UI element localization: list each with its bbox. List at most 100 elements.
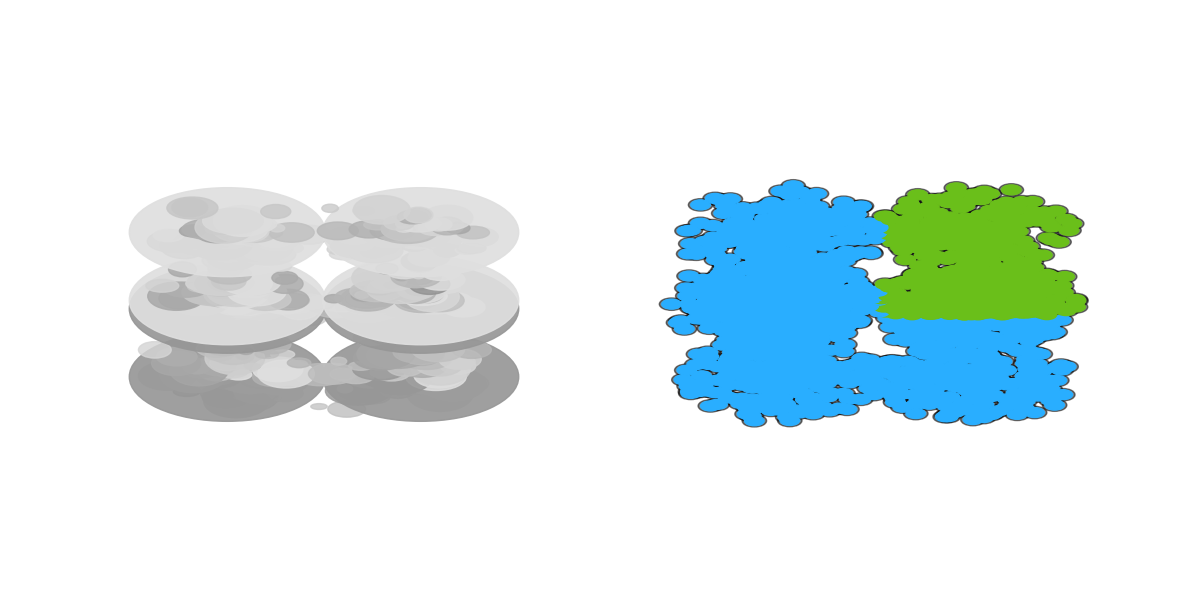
Circle shape xyxy=(962,281,988,294)
Circle shape xyxy=(773,320,793,330)
Circle shape xyxy=(1008,274,1032,287)
Ellipse shape xyxy=(353,346,408,370)
Circle shape xyxy=(740,308,766,320)
Circle shape xyxy=(766,304,785,314)
Circle shape xyxy=(779,357,804,370)
Circle shape xyxy=(967,305,992,318)
Circle shape xyxy=(895,310,919,323)
Circle shape xyxy=(767,305,792,317)
Circle shape xyxy=(730,283,749,292)
Circle shape xyxy=(761,371,781,382)
Circle shape xyxy=(734,408,760,420)
Ellipse shape xyxy=(400,357,445,378)
Circle shape xyxy=(806,227,826,237)
Circle shape xyxy=(970,411,990,421)
Circle shape xyxy=(773,374,792,384)
Circle shape xyxy=(798,297,818,308)
Ellipse shape xyxy=(253,334,290,354)
Circle shape xyxy=(750,366,775,378)
Circle shape xyxy=(1049,359,1073,371)
Ellipse shape xyxy=(294,295,328,309)
Circle shape xyxy=(755,214,774,224)
Circle shape xyxy=(1001,284,1021,294)
Ellipse shape xyxy=(259,287,288,299)
Ellipse shape xyxy=(373,284,407,300)
Circle shape xyxy=(736,295,760,308)
Circle shape xyxy=(750,303,775,315)
Circle shape xyxy=(1001,205,1025,217)
Circle shape xyxy=(824,213,844,223)
Circle shape xyxy=(788,300,814,312)
Circle shape xyxy=(962,312,988,325)
Circle shape xyxy=(745,328,764,337)
Circle shape xyxy=(802,370,826,382)
Circle shape xyxy=(900,224,919,233)
Circle shape xyxy=(944,269,970,281)
Circle shape xyxy=(679,302,704,314)
Circle shape xyxy=(787,216,806,225)
Circle shape xyxy=(792,271,811,281)
Circle shape xyxy=(966,284,990,297)
Circle shape xyxy=(781,308,800,318)
Circle shape xyxy=(679,249,698,259)
Ellipse shape xyxy=(398,344,444,364)
Circle shape xyxy=(950,297,976,309)
Circle shape xyxy=(750,329,770,339)
Circle shape xyxy=(780,299,804,312)
Circle shape xyxy=(750,319,769,328)
Circle shape xyxy=(804,226,828,238)
Circle shape xyxy=(762,245,781,255)
Ellipse shape xyxy=(232,223,277,242)
Circle shape xyxy=(802,227,821,238)
Circle shape xyxy=(743,220,762,231)
Circle shape xyxy=(774,375,799,387)
Ellipse shape xyxy=(353,195,410,224)
Circle shape xyxy=(698,236,724,248)
Circle shape xyxy=(773,284,793,294)
Circle shape xyxy=(924,314,949,326)
Circle shape xyxy=(940,226,965,238)
Circle shape xyxy=(700,323,719,333)
Circle shape xyxy=(935,223,959,235)
Circle shape xyxy=(770,292,790,301)
Circle shape xyxy=(850,304,874,317)
Circle shape xyxy=(708,194,732,206)
Circle shape xyxy=(815,282,835,292)
Circle shape xyxy=(806,233,830,246)
Circle shape xyxy=(954,366,974,376)
Circle shape xyxy=(964,279,984,289)
Circle shape xyxy=(710,269,730,279)
Circle shape xyxy=(946,187,971,199)
Circle shape xyxy=(1036,211,1055,222)
Circle shape xyxy=(736,234,755,244)
Circle shape xyxy=(941,192,961,202)
Circle shape xyxy=(965,272,984,282)
Circle shape xyxy=(983,299,1002,309)
Circle shape xyxy=(932,295,952,304)
Circle shape xyxy=(851,297,870,306)
Circle shape xyxy=(1016,267,1036,277)
Circle shape xyxy=(768,317,787,327)
Circle shape xyxy=(972,375,991,385)
Circle shape xyxy=(964,283,983,292)
Circle shape xyxy=(787,309,808,319)
Circle shape xyxy=(973,303,992,313)
Circle shape xyxy=(772,202,797,214)
Circle shape xyxy=(964,373,984,383)
Circle shape xyxy=(732,353,751,362)
Circle shape xyxy=(715,312,740,325)
Circle shape xyxy=(904,237,923,247)
Circle shape xyxy=(722,230,746,242)
Circle shape xyxy=(737,348,757,357)
Circle shape xyxy=(770,222,796,234)
Circle shape xyxy=(898,297,922,309)
Circle shape xyxy=(962,286,983,296)
Circle shape xyxy=(941,307,960,317)
Circle shape xyxy=(1024,305,1043,315)
Circle shape xyxy=(836,393,862,405)
Circle shape xyxy=(949,292,968,302)
Circle shape xyxy=(716,354,740,367)
Circle shape xyxy=(1037,309,1057,320)
Circle shape xyxy=(1004,308,1024,317)
Circle shape xyxy=(767,226,792,238)
